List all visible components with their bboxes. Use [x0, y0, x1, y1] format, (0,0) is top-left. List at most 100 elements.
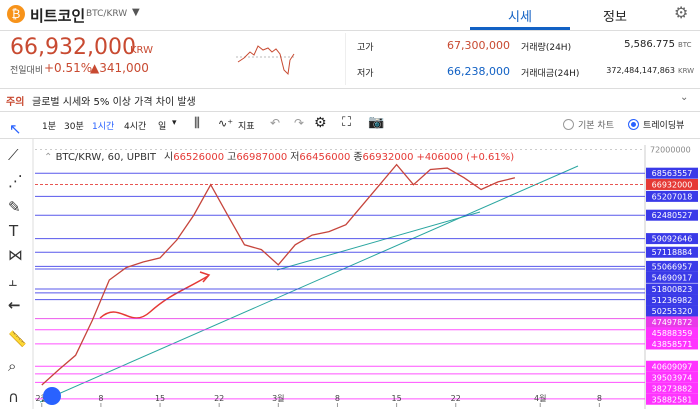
stat-value: 372,484,147,863	[606, 66, 675, 75]
level-label-bg	[646, 338, 698, 350]
level-label: 50255320	[652, 307, 693, 316]
level-label: 54690917	[652, 273, 693, 282]
dropdown-caret[interactable]: ▾	[172, 118, 177, 128]
level-label-bg	[646, 209, 698, 221]
radio[interactable]	[628, 119, 639, 130]
settings-icon[interactable]: ⚙	[674, 3, 689, 22]
price-unit: KRW	[130, 45, 153, 56]
pattern-tool[interactable]: ⋈	[8, 246, 23, 264]
logo-badge[interactable]	[43, 387, 61, 405]
level-label: 66932000	[652, 180, 693, 189]
ohlc-change: +406000 (+0.61%)	[416, 152, 515, 163]
brush-tool[interactable]: ✎	[8, 198, 21, 216]
interval[interactable]: 1시간	[92, 122, 115, 132]
arrow-drawing	[99, 275, 209, 319]
back-tool[interactable]: ←	[8, 296, 21, 314]
ohlc-label: 고	[227, 152, 237, 163]
chart-bg	[0, 138, 700, 409]
level-label: 43858571	[652, 340, 693, 349]
change-amt: ▲341,000	[90, 61, 149, 75]
candle-icon[interactable]: ⫼	[194, 116, 200, 131]
level-label-bg	[646, 167, 698, 179]
x-tick-label: 4월	[534, 393, 546, 403]
tab[interactable]: 정보	[603, 10, 627, 25]
level-label-bg	[646, 190, 698, 202]
header: ₿ 비트코인 BTC/KRW ▼ 시세 정보 ⚙	[0, 0, 700, 31]
x-tick-label: 22	[214, 394, 224, 403]
level-label: 65207018	[652, 192, 693, 201]
trend-line	[276, 211, 481, 271]
interval[interactable]: 일	[158, 122, 167, 132]
level-label-bg	[646, 283, 698, 295]
settings-icon[interactable]: ⚙	[314, 115, 327, 131]
ohlc-label: 종	[353, 152, 363, 163]
notice-text: 글로벌 시세와 5% 이상 가격 차이 발생	[32, 97, 196, 108]
level-label-bg	[646, 393, 698, 405]
coin-icon: ₿	[7, 5, 25, 23]
sparkline-path	[237, 45, 295, 76]
interval[interactable]: 30분	[64, 122, 84, 132]
price: 66,932,000	[10, 35, 136, 60]
redo[interactable]: ↷	[294, 116, 305, 130]
line-tool[interactable]: ⟋	[8, 146, 19, 164]
change-pct: +0.51%	[44, 61, 93, 75]
level-label: 35882581	[652, 395, 693, 404]
view-option[interactable]: 트레이딩뷰	[643, 121, 685, 131]
undo[interactable]: ↶	[270, 116, 281, 130]
sparkline	[236, 45, 296, 76]
arrow-head	[199, 271, 211, 283]
ohlc-value: 66456000	[299, 152, 351, 163]
indicator-icon[interactable]: ∿⁺	[218, 117, 234, 130]
level-label-bg	[646, 294, 698, 306]
radio[interactable]	[563, 119, 574, 130]
interval[interactable]: 4시간	[124, 122, 147, 132]
tab[interactable]: 시세	[508, 10, 532, 25]
indicator[interactable]: 지표	[238, 122, 255, 132]
fullscreen-icon[interactable]: ⛶	[342, 115, 352, 130]
level-label: 68563557	[652, 169, 693, 178]
zoom-tool[interactable]: ⌕	[8, 357, 17, 375]
cursor-tool[interactable]: ↖	[9, 120, 22, 138]
pair: BTC/KRW	[86, 9, 128, 19]
ohlc-value: 66987000	[236, 152, 288, 163]
price-line	[41, 163, 516, 386]
level-label-bg	[646, 260, 698, 272]
legend-toggle[interactable]: ⌃	[44, 152, 56, 163]
expand-icon[interactable]: ⌄	[680, 92, 689, 103]
level-label-bg	[646, 271, 698, 283]
ohlc-label: 시	[164, 152, 174, 163]
x-tick-label: 8	[98, 394, 103, 403]
x-tick-label: 3월	[272, 393, 284, 403]
interval[interactable]: 1분	[42, 122, 57, 132]
x-tick-label: 15	[155, 394, 165, 403]
stat-value: 5,586.775	[624, 39, 675, 50]
stat-unit: BTC	[678, 41, 692, 49]
view-option[interactable]: 기본 차트	[578, 121, 614, 131]
level-label-bg	[646, 233, 698, 245]
fib-tool[interactable]: ⋰	[8, 172, 23, 190]
stat-label: 거래대금(24H)	[521, 69, 580, 79]
x-tick-label: 22	[451, 394, 461, 403]
stat-label: 고가	[357, 43, 374, 53]
level-label: 57118884	[652, 248, 693, 257]
measure-tool[interactable]: 📏	[8, 330, 27, 348]
magnet-tool[interactable]: ∩	[8, 388, 19, 406]
toolbar: 1분 30분 1시간 4시간 일 ▾ ⫼ ∿⁺ 지표 ↶ ↷ ⚙ ⛶ 📷 기본 …	[0, 112, 700, 139]
camera-icon[interactable]: 📷	[368, 115, 385, 130]
divider	[345, 33, 346, 85]
ohlc-label: 저	[290, 152, 300, 163]
level-label: 59092646	[652, 235, 693, 244]
projection-tool[interactable]: ⫠	[8, 272, 18, 290]
level-label-bg	[646, 382, 698, 394]
level-label: 38273882	[652, 384, 693, 393]
stat-label: 거래량(24H)	[521, 43, 572, 53]
level-label: 62480527	[652, 211, 693, 220]
level-label-bg	[646, 316, 698, 328]
stat-unit: KRW	[678, 67, 695, 75]
dropdown-caret[interactable]: ▼	[132, 7, 140, 18]
level-label: 40609097	[652, 362, 693, 371]
stat-value: 67,300,000	[447, 39, 510, 52]
text-tool[interactable]: T	[9, 222, 19, 240]
x-tick-label: 8	[597, 394, 602, 403]
